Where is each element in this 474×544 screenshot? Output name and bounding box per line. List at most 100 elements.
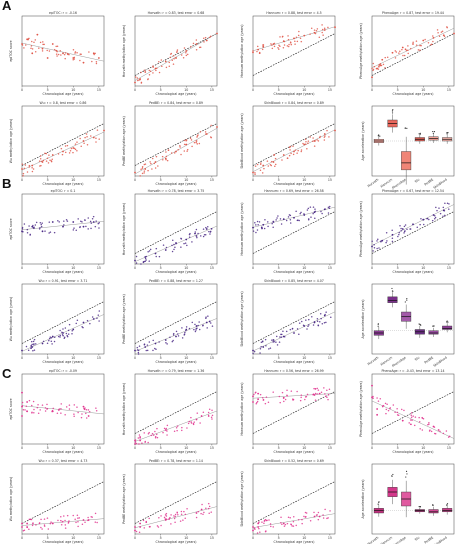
data-point xyxy=(41,160,43,163)
data-point xyxy=(208,512,210,514)
data-point xyxy=(63,515,65,517)
data-point xyxy=(440,31,443,33)
data-point xyxy=(45,160,48,162)
x-tick-label: 0 xyxy=(134,536,136,540)
plot-frame xyxy=(134,283,218,355)
data-point xyxy=(323,136,326,138)
data-point xyxy=(207,502,210,505)
x-tick-label: 0 xyxy=(134,178,136,182)
data-point xyxy=(209,322,212,324)
data-point xyxy=(276,217,278,219)
data-point xyxy=(183,139,186,142)
data-point xyxy=(199,422,201,424)
outlier-point xyxy=(432,325,434,327)
outlier-point xyxy=(406,297,408,300)
data-point xyxy=(28,164,31,167)
data-point xyxy=(196,412,199,414)
data-point xyxy=(23,223,26,225)
data-point xyxy=(32,168,35,170)
x-tick-label: 15 xyxy=(97,178,101,182)
x-tick-label: 15 xyxy=(97,356,101,360)
data-point xyxy=(134,526,136,528)
data-point xyxy=(72,147,75,149)
data-point xyxy=(69,150,72,152)
data-point xyxy=(97,222,100,225)
data-point xyxy=(141,167,144,169)
x-tick-label: 5 xyxy=(47,446,49,450)
data-point xyxy=(85,412,87,415)
data-point xyxy=(140,81,143,84)
data-point xyxy=(73,404,76,406)
data-point xyxy=(399,224,401,227)
scatter-phenoage: PhenoAge: r = -0.43, test error = 13.14 P… xyxy=(359,369,455,454)
data-point xyxy=(62,150,64,153)
data-point xyxy=(82,321,85,324)
data-point xyxy=(286,157,289,159)
x-axis-label: Chronological age (years) xyxy=(43,540,84,544)
data-point xyxy=(57,409,60,411)
data-point xyxy=(186,507,188,510)
data-point xyxy=(30,45,33,47)
data-point xyxy=(210,416,213,419)
data-point xyxy=(39,157,42,160)
data-point xyxy=(307,207,310,210)
data-point xyxy=(92,215,95,218)
data-point xyxy=(382,404,385,407)
data-point xyxy=(80,416,83,419)
data-point xyxy=(205,228,208,230)
data-point xyxy=(289,149,291,151)
data-point xyxy=(186,53,189,56)
data-point xyxy=(419,44,421,47)
data-point xyxy=(293,37,295,40)
reference-line xyxy=(134,301,218,344)
y-axis-label: Horvath methylation age (years) xyxy=(122,25,126,77)
data-point xyxy=(259,169,262,171)
data-point xyxy=(135,442,138,445)
x-tick-label: 10 xyxy=(302,178,306,182)
data-point xyxy=(66,220,69,222)
data-point xyxy=(322,34,324,36)
data-point xyxy=(134,529,136,532)
data-point xyxy=(179,145,181,147)
data-point xyxy=(272,226,274,229)
data-point xyxy=(156,436,159,439)
data-point xyxy=(67,329,70,332)
data-point xyxy=(316,320,319,322)
data-point xyxy=(283,40,286,43)
data-point xyxy=(396,411,399,414)
data-point xyxy=(269,347,272,349)
y-axis-label: PedBE methylation age (years) xyxy=(122,116,126,165)
data-point xyxy=(135,262,138,264)
data-point xyxy=(298,30,300,33)
x-tick-label: 5 xyxy=(278,356,280,360)
data-point xyxy=(372,250,374,252)
data-point xyxy=(174,513,177,516)
data-point xyxy=(51,410,53,413)
data-point xyxy=(404,48,407,50)
data-point xyxy=(306,209,309,211)
outlier-point xyxy=(404,127,406,129)
data-point xyxy=(46,157,49,159)
data-point xyxy=(32,224,34,227)
data-point xyxy=(382,63,385,66)
data-point xyxy=(47,162,50,164)
data-point xyxy=(171,59,173,61)
data-point xyxy=(144,168,147,170)
x-tick-label: 0 xyxy=(134,446,136,450)
data-point xyxy=(197,510,200,513)
x-tick-label: 5 xyxy=(278,266,280,270)
data-point xyxy=(296,328,299,330)
x-tick-label: 10 xyxy=(302,446,306,450)
data-point xyxy=(28,166,30,168)
x-tick-label: 5 xyxy=(397,266,399,270)
data-point xyxy=(82,405,85,408)
x-axis-label: Chronological age (years) xyxy=(274,540,315,544)
data-point xyxy=(72,151,74,154)
data-point xyxy=(39,409,41,411)
data-point xyxy=(76,51,78,54)
data-point xyxy=(257,392,260,395)
data-point xyxy=(138,434,141,436)
plot-title: Wu: r = 0.8, test error = 0.86 xyxy=(40,101,87,105)
plot-title: PhenoAge: r = -0.43, test error = 13.14 xyxy=(381,369,444,373)
data-point xyxy=(79,59,81,62)
